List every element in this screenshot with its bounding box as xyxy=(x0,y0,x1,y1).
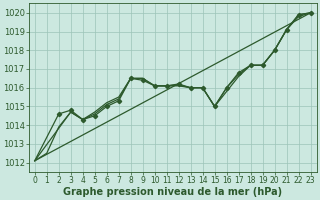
X-axis label: Graphe pression niveau de la mer (hPa): Graphe pression niveau de la mer (hPa) xyxy=(63,187,282,197)
